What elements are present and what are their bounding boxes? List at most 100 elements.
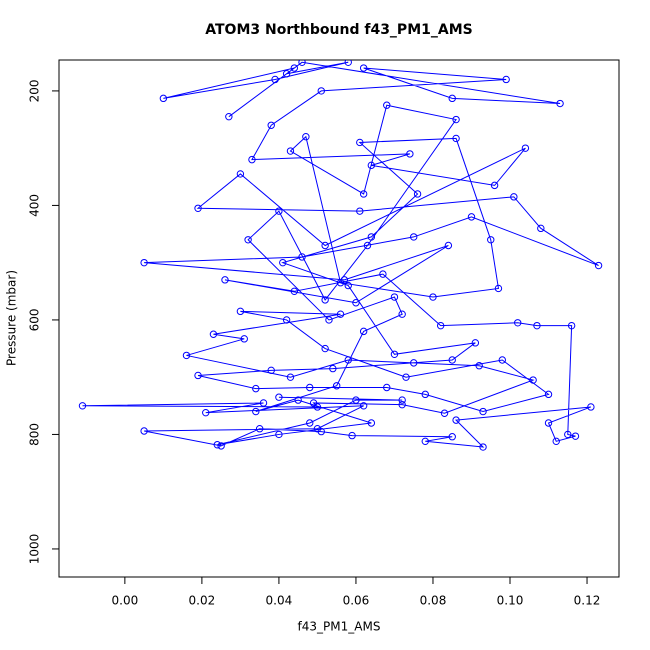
y-tick-label: 200: [28, 79, 42, 102]
data-point: [344, 356, 352, 364]
data-point: [359, 402, 368, 410]
data-point: [248, 155, 256, 164]
data-point: [379, 270, 387, 278]
data-point: [221, 276, 229, 284]
data-point: [594, 261, 603, 270]
data-point: [413, 190, 422, 198]
data-point: [329, 364, 337, 373]
data-point: [236, 307, 245, 316]
data-point: [398, 310, 406, 318]
data-point: [440, 409, 449, 417]
data-point: [159, 94, 168, 103]
data-point: [421, 390, 429, 399]
plot-area: [78, 60, 603, 451]
data-point: [479, 407, 487, 416]
x-tick-label: 0.12: [574, 594, 601, 608]
data-point: [306, 383, 314, 392]
data-point: [352, 299, 360, 307]
data-point: [502, 75, 510, 84]
data-point: [529, 376, 537, 384]
data-point: [321, 344, 329, 353]
data-point: [359, 190, 368, 198]
data-point: [498, 356, 507, 364]
data-point: [544, 390, 553, 399]
data-point: [383, 101, 391, 109]
data-point: [298, 60, 306, 66]
data-point: [363, 241, 372, 250]
data-point: [298, 253, 306, 261]
data-point: [252, 407, 260, 416]
data-point: [356, 138, 364, 147]
data-point: [279, 258, 287, 267]
data-point: [471, 339, 480, 347]
data-point: [564, 430, 572, 439]
data-point: [275, 207, 283, 215]
data-line: [82, 61, 599, 448]
x-tick-label: 0.06: [343, 594, 370, 608]
data-point: [194, 371, 202, 380]
x-tick-label: 0.00: [112, 594, 139, 608]
data-point: [267, 121, 275, 129]
data-point: [336, 310, 345, 318]
data-point: [294, 396, 302, 404]
data-point: [302, 133, 310, 141]
data-point: [367, 419, 376, 427]
data-point: [348, 431, 356, 440]
y-tick-label: 600: [28, 308, 42, 331]
data-point: [479, 443, 487, 451]
data-point: [286, 373, 295, 381]
data-point: [313, 425, 322, 433]
data-point: [533, 321, 541, 330]
data-point: [402, 373, 410, 381]
data-point: [421, 437, 429, 446]
data-point: [209, 330, 218, 338]
x-tick-label: 0.08: [420, 594, 447, 608]
data-point: [359, 327, 368, 336]
data-point: [344, 60, 352, 66]
data-point: [356, 207, 364, 215]
data-point: [255, 425, 264, 433]
plot-box: [58, 59, 620, 578]
data-point: [398, 400, 406, 409]
data-point: [336, 279, 345, 287]
data-point: [194, 204, 202, 212]
y-tick-label: 1000: [28, 534, 42, 565]
data-point: [587, 403, 595, 411]
data-point: [202, 408, 210, 417]
data-point: [514, 319, 522, 327]
data-point: [275, 430, 283, 439]
chart-title: ATOM3 Northbound f43_PM1_AMS: [205, 22, 472, 38]
data-point: [556, 99, 564, 108]
data-point: [452, 134, 460, 143]
data-point: [359, 64, 368, 72]
data-point: [544, 419, 553, 427]
data-point: [317, 87, 325, 95]
data-point: [290, 287, 299, 296]
data-point: [306, 419, 314, 427]
data-point: [444, 241, 453, 250]
data-point: [240, 335, 248, 343]
data-point: [552, 437, 560, 446]
data-point: [213, 441, 221, 449]
data-point: [406, 150, 414, 158]
data-point: [244, 236, 252, 244]
data-point: [448, 94, 456, 103]
data-point: [140, 427, 148, 435]
data-point: [367, 233, 376, 241]
data-point: [537, 224, 545, 233]
data-point: [236, 170, 245, 178]
data-point: [367, 161, 376, 170]
x-tick-label: 0.04: [266, 594, 293, 608]
data-point: [321, 241, 329, 250]
data-point: [429, 293, 437, 301]
data-point: [286, 147, 295, 155]
data-point: [398, 396, 406, 404]
data-point: [452, 115, 460, 124]
data-point: [309, 399, 318, 407]
data-point: [78, 402, 87, 410]
data-point: [259, 399, 268, 407]
data-point: [321, 296, 329, 304]
data-point: [410, 359, 418, 367]
data-point: [275, 393, 283, 401]
